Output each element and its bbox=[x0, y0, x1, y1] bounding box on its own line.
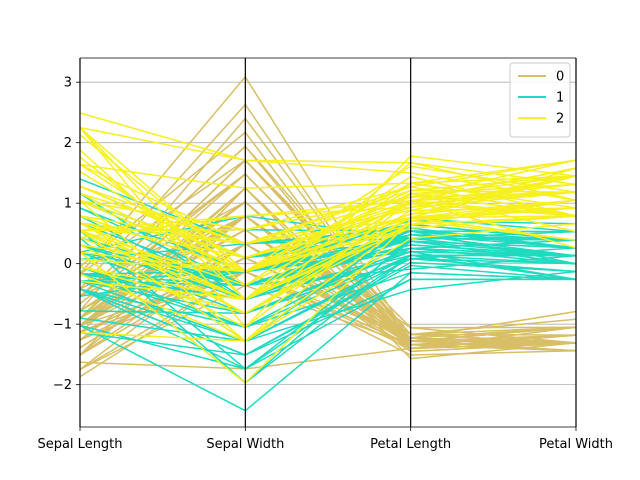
y-tick-label: −1 bbox=[53, 318, 72, 333]
series-2-line bbox=[79, 127, 577, 273]
axis-label: Sepal Width bbox=[206, 437, 284, 452]
series-0-line bbox=[79, 228, 577, 346]
series-1-line bbox=[79, 270, 577, 342]
series-2-line bbox=[79, 126, 577, 186]
series-1-line bbox=[79, 237, 577, 298]
series-2-line bbox=[79, 163, 577, 245]
data-lines bbox=[79, 75, 577, 412]
series-2-line bbox=[79, 112, 577, 201]
series-1-line bbox=[79, 278, 576, 370]
legend-label: 2 bbox=[556, 112, 564, 127]
series-2-line bbox=[79, 215, 577, 273]
series-2-line bbox=[79, 159, 577, 189]
series-2-line bbox=[79, 199, 577, 273]
series-2-line bbox=[79, 175, 577, 259]
y-tick-label: 2 bbox=[64, 136, 72, 151]
legend: 0 1 2 bbox=[509, 62, 571, 138]
y-tick-label: −2 bbox=[53, 378, 72, 393]
series-2-line bbox=[79, 192, 577, 343]
series-2-line bbox=[79, 207, 577, 315]
legend-label: 0 bbox=[556, 70, 564, 85]
series-1-line bbox=[79, 264, 577, 356]
series-1-line bbox=[79, 247, 577, 275]
series-2-line bbox=[79, 175, 577, 245]
axis-label: Petal Width bbox=[539, 437, 613, 452]
series-2-line bbox=[79, 167, 577, 259]
series-2-line bbox=[79, 215, 577, 273]
y-tick-label: 1 bbox=[64, 197, 72, 212]
series-2-line bbox=[79, 207, 577, 343]
legend-label: 1 bbox=[556, 91, 564, 106]
series-0-line bbox=[79, 270, 577, 378]
series-2-line bbox=[79, 203, 577, 259]
series-2-line bbox=[79, 159, 577, 231]
axis-label: Petal Length bbox=[370, 437, 451, 452]
axis-label: Sepal Length bbox=[37, 437, 122, 452]
series-0-line bbox=[79, 201, 577, 339]
y-tick-label: 0 bbox=[64, 257, 72, 272]
series-1-line bbox=[79, 229, 577, 370]
series-2-line bbox=[79, 215, 577, 273]
series-2-line bbox=[79, 219, 577, 384]
y-tick-label: 3 bbox=[64, 76, 72, 91]
series-2-line bbox=[79, 175, 577, 239]
series-0-line bbox=[79, 242, 577, 371]
axes: −2 −1 0 1 2 3 Sepal Length Sepal Width Petal Len… bbox=[37, 57, 613, 452]
